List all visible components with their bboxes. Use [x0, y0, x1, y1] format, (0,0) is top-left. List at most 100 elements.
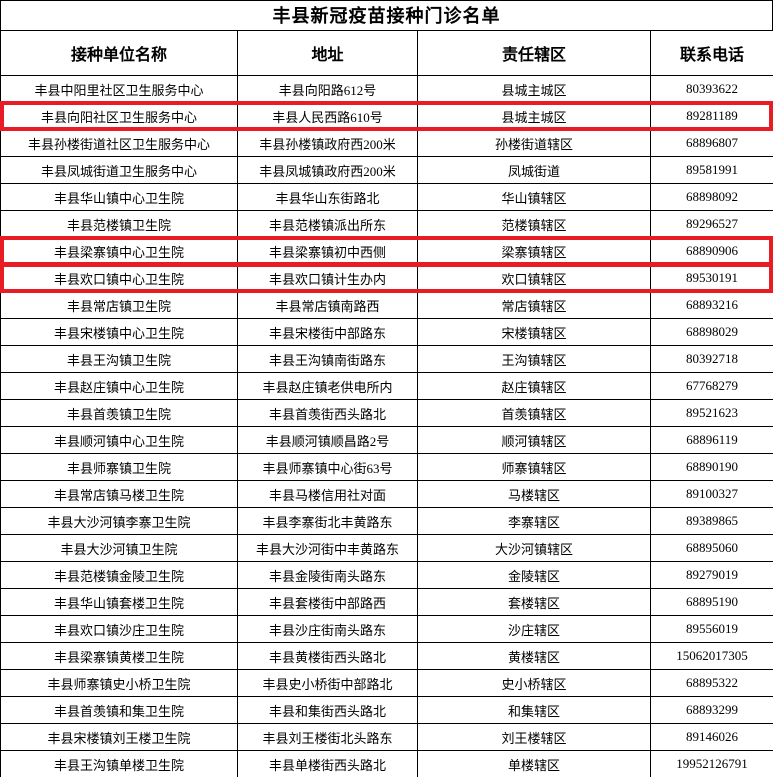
cell-address: 丰县和集街西头路北 — [237, 696, 418, 724]
cell-phone: 89556019 — [650, 615, 773, 643]
cell-phone: 89100327 — [650, 480, 773, 508]
cell-unit-name: 丰县首羡镇和集卫生院 — [0, 696, 238, 724]
cell-address: 丰县单楼街西头路北 — [237, 750, 418, 777]
cell-district: 金陵辖区 — [417, 561, 651, 589]
header-row: 接种单位名称 地址 责任辖区 联系电话 — [0, 30, 773, 76]
cell-district: 常店镇辖区 — [417, 291, 651, 319]
cell-district: 顺河镇辖区 — [417, 426, 651, 454]
cell-unit-name: 丰县华山镇中心卫生院 — [0, 183, 238, 211]
cell-phone: 67768279 — [650, 372, 773, 400]
table-row: 丰县赵庄镇中心卫生院 丰县赵庄镇老供电所内 赵庄镇辖区 67768279 — [0, 372, 773, 400]
cell-unit-name: 丰县王沟镇单楼卫生院 — [0, 750, 238, 777]
cell-address: 丰县顺河镇顺昌路2号 — [237, 426, 418, 454]
cell-unit-name: 丰县首羡镇卫生院 — [0, 399, 238, 427]
cell-phone: 68895322 — [650, 669, 773, 697]
cell-address: 丰县华山东街路北 — [237, 183, 418, 211]
cell-phone: 89281189 — [650, 102, 773, 130]
table-row: 丰县凤城街道卫生服务中心 丰县凤城镇政府西200米 凤城街道 89581991 — [0, 156, 773, 184]
cell-district: 宋楼镇辖区 — [417, 318, 651, 346]
cell-phone: 89530191 — [650, 264, 773, 292]
cell-district: 范楼镇辖区 — [417, 210, 651, 238]
cell-phone: 80393622 — [650, 75, 773, 103]
table-row: 丰县王沟镇卫生院 丰县王沟镇南街路东 王沟镇辖区 80392718 — [0, 345, 773, 373]
table-row: 丰县王沟镇单楼卫生院 丰县单楼街西头路北 单楼辖区 19952126791 — [0, 750, 773, 777]
cell-district: 县城主城区 — [417, 75, 651, 103]
cell-address: 丰县宋楼街中部路东 — [237, 318, 418, 346]
cell-district: 套楼辖区 — [417, 588, 651, 616]
cell-unit-name: 丰县大沙河镇李寨卫生院 — [0, 507, 238, 535]
cell-district: 孙楼街道辖区 — [417, 129, 651, 157]
cell-phone: 89279019 — [650, 561, 773, 589]
cell-phone: 68896119 — [650, 426, 773, 454]
cell-district: 赵庄镇辖区 — [417, 372, 651, 400]
cell-phone: 89581991 — [650, 156, 773, 184]
cell-unit-name: 丰县华山镇套楼卫生院 — [0, 588, 238, 616]
cell-address: 丰县范楼镇派出所东 — [237, 210, 418, 238]
cell-unit-name: 丰县师寨镇卫生院 — [0, 453, 238, 481]
cell-address: 丰县黄楼街西头路北 — [237, 642, 418, 670]
cell-address: 丰县大沙河街中丰黄路东 — [237, 534, 418, 562]
cell-address: 丰县师寨镇中心街63号 — [237, 453, 418, 481]
cell-unit-name: 丰县宋楼镇中心卫生院 — [0, 318, 238, 346]
cell-district: 首羡镇辖区 — [417, 399, 651, 427]
table-row: 丰县梁寨镇中心卫生院 丰县梁寨镇初中西侧 梁寨镇辖区 68890906 — [0, 237, 773, 265]
cell-phone: 89389865 — [650, 507, 773, 535]
table-row: 丰县大沙河镇卫生院 丰县大沙河街中丰黄路东 大沙河镇辖区 68895060 — [0, 534, 773, 562]
cell-phone: 68895060 — [650, 534, 773, 562]
cell-address: 丰县梁寨镇初中西侧 — [237, 237, 418, 265]
cell-unit-name: 丰县常店镇马楼卫生院 — [0, 480, 238, 508]
cell-district: 梁寨镇辖区 — [417, 237, 651, 265]
cell-phone: 19952126791 — [650, 750, 773, 777]
table-row: 丰县常店镇卫生院 丰县常店镇南路西 常店镇辖区 68893216 — [0, 291, 773, 319]
cell-phone: 68896807 — [650, 129, 773, 157]
cell-district: 李寨辖区 — [417, 507, 651, 535]
cell-district: 欢口镇辖区 — [417, 264, 651, 292]
table-row: 丰县首羡镇和集卫生院 丰县和集街西头路北 和集辖区 68893299 — [0, 696, 773, 724]
cell-phone: 80392718 — [650, 345, 773, 373]
cell-unit-name: 丰县顺河镇中心卫生院 — [0, 426, 238, 454]
cell-phone: 68890190 — [650, 453, 773, 481]
table-row: 丰县常店镇马楼卫生院 丰县马楼信用社对面 马楼辖区 89100327 — [0, 480, 773, 508]
cell-address: 丰县人民西路610号 — [237, 102, 418, 130]
cell-district: 黄楼辖区 — [417, 642, 651, 670]
table-body: 丰县中阳里社区卫生服务中心 丰县向阳路612号 县城主城区 80393622 丰县向阳社… — [0, 75, 773, 777]
cell-unit-name: 丰县向阳社区卫生服务中心 — [0, 102, 238, 130]
cell-phone: 68895190 — [650, 588, 773, 616]
table-row: 丰县大沙河镇李寨卫生院 丰县李寨街北丰黄路东 李寨辖区 89389865 — [0, 507, 773, 535]
table-row: 丰县欢口镇沙庄卫生院 丰县沙庄街南头路东 沙庄辖区 89556019 — [0, 615, 773, 643]
cell-unit-name: 丰县梁寨镇中心卫生院 — [0, 237, 238, 265]
table-row: 丰县顺河镇中心卫生院 丰县顺河镇顺昌路2号 顺河镇辖区 68896119 — [0, 426, 773, 454]
cell-phone: 68890906 — [650, 237, 773, 265]
cell-phone: 68898029 — [650, 318, 773, 346]
cell-address: 丰县孙楼镇政府西200米 — [237, 129, 418, 157]
cell-unit-name: 丰县常店镇卫生院 — [0, 291, 238, 319]
table-row: 丰县华山镇中心卫生院 丰县华山东街路北 华山镇辖区 68898092 — [0, 183, 773, 211]
column-header-0: 接种单位名称 — [0, 30, 238, 76]
cell-district: 和集辖区 — [417, 696, 651, 724]
cell-unit-name: 丰县梁寨镇黄楼卫生院 — [0, 642, 238, 670]
cell-district: 马楼辖区 — [417, 480, 651, 508]
table-row: 丰县欢口镇中心卫生院 丰县欢口镇计生办内 欢口镇辖区 89530191 — [0, 264, 773, 292]
table-row: 丰县师寨镇史小桥卫生院 丰县史小桥街中部路北 史小桥辖区 68895322 — [0, 669, 773, 697]
cell-address: 丰县凤城镇政府西200米 — [237, 156, 418, 184]
cell-address: 丰县套楼街中部路西 — [237, 588, 418, 616]
cell-district: 沙庄辖区 — [417, 615, 651, 643]
cell-address: 丰县首羡街西头路北 — [237, 399, 418, 427]
cell-district: 县城主城区 — [417, 102, 651, 130]
cell-address: 丰县刘王楼街北头路东 — [237, 723, 418, 751]
cell-address: 丰县常店镇南路西 — [237, 291, 418, 319]
cell-address: 丰县王沟镇南街路东 — [237, 345, 418, 373]
cell-phone: 15062017305 — [650, 642, 773, 670]
cell-unit-name: 丰县师寨镇史小桥卫生院 — [0, 669, 238, 697]
table-row: 丰县师寨镇卫生院 丰县师寨镇中心街63号 师寨镇辖区 68890190 — [0, 453, 773, 481]
cell-phone: 68898092 — [650, 183, 773, 211]
cell-phone: 89521623 — [650, 399, 773, 427]
table-row: 丰县首羡镇卫生院 丰县首羡街西头路北 首羡镇辖区 89521623 — [0, 399, 773, 427]
cell-address: 丰县欢口镇计生办内 — [237, 264, 418, 292]
cell-address: 丰县李寨街北丰黄路东 — [237, 507, 418, 535]
cell-phone: 89296527 — [650, 210, 773, 238]
cell-district: 王沟镇辖区 — [417, 345, 651, 373]
table-row: 丰县宋楼镇刘王楼卫生院 丰县刘王楼街北头路东 刘王楼辖区 89146026 — [0, 723, 773, 751]
cell-phone: 68893299 — [650, 696, 773, 724]
